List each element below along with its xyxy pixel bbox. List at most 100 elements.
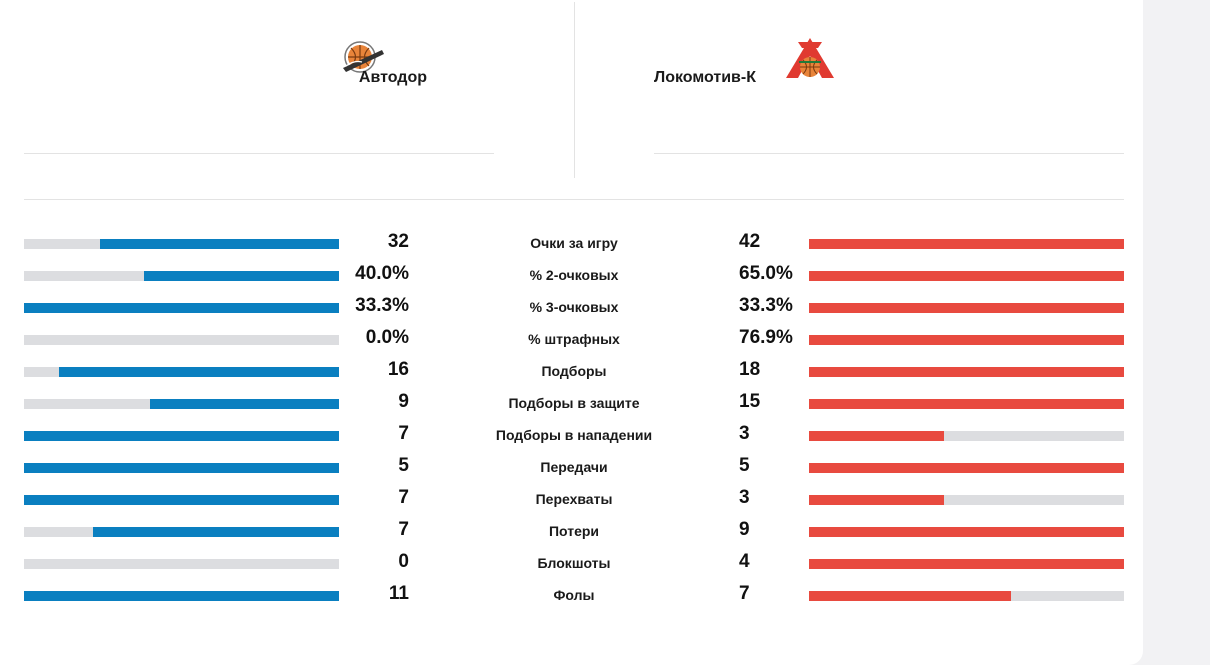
home-stat-bar-fill [24, 463, 339, 473]
away-stat-value: 65.0% [739, 263, 793, 284]
avtodor-logo-icon [340, 38, 386, 78]
stat-row: 7 Потери 9 [0, 518, 1143, 550]
stat-label: Потери [548, 523, 600, 539]
away-stat-bar-fill [809, 559, 1124, 569]
away-stat-bar [809, 591, 1124, 601]
home-stat-value: 7 [398, 423, 409, 444]
stats-divider [24, 199, 1124, 200]
stat-label: Перехваты [535, 491, 613, 507]
stat-label: % 2-очковых [529, 267, 619, 283]
away-stat-bar [809, 527, 1124, 537]
away-stat-bar [809, 463, 1124, 473]
stat-row: 40.0% % 2-очковых 65.0% [0, 262, 1143, 294]
home-stat-bar [24, 367, 339, 377]
home-stat-bar [24, 335, 339, 345]
stat-row: 9 Подборы в защите 15 [0, 390, 1143, 422]
away-stat-bar [809, 495, 1124, 505]
stat-row: 32 Очки за игру 42 [0, 230, 1143, 262]
home-stat-bar-fill [58, 367, 339, 377]
home-stat-value: 7 [398, 487, 409, 508]
stat-row: 5 Передачи 5 [0, 454, 1143, 486]
stat-label: Блокшоты [537, 555, 611, 571]
home-stat-value: 0 [398, 551, 409, 572]
stat-row: 33.3% % 3-очковых 33.3% [0, 294, 1143, 326]
home-stat-value: 40.0% [355, 263, 409, 284]
away-stat-bar [809, 399, 1124, 409]
away-stat-value: 5 [739, 455, 750, 476]
stat-label: Очки за игру [530, 235, 618, 251]
home-stat-value: 0.0% [365, 327, 409, 348]
home-stat-bar-fill [24, 431, 339, 441]
home-stat-bar [24, 239, 339, 249]
away-stat-bar-fill [809, 463, 1124, 473]
home-stat-bar [24, 527, 339, 537]
away-stat-bar-fill [809, 431, 945, 441]
home-stat-bar-fill [24, 495, 339, 505]
home-stat-bar [24, 271, 339, 281]
stat-label: Подборы в защите [508, 395, 640, 411]
home-stat-value: 33.3% [355, 295, 409, 316]
away-stat-value: 3 [739, 487, 750, 508]
stat-label: Фолы [553, 587, 595, 603]
away-stat-bar [809, 239, 1124, 249]
away-stat-value: 15 [739, 391, 761, 412]
home-stat-value: 7 [398, 519, 409, 540]
away-stat-bar-fill [809, 239, 1124, 249]
home-team-name: Автодор [358, 69, 427, 86]
stat-row: 7 Перехваты 3 [0, 486, 1143, 518]
away-team-name: Локомотив-К [654, 69, 756, 86]
stat-row: 16 Подборы 18 [0, 358, 1143, 390]
home-stat-bar [24, 495, 339, 505]
stat-row: 0.0% % штрафных 76.9% [0, 326, 1143, 358]
stat-label: Передачи [540, 459, 608, 475]
away-stat-bar [809, 559, 1124, 569]
away-stat-bar [809, 303, 1124, 313]
home-stat-bar [24, 559, 339, 569]
stat-row: 0 Блокшоты 4 [0, 550, 1143, 582]
home-stat-value: 5 [398, 455, 409, 476]
away-stat-bar [809, 367, 1124, 377]
stat-label: Подборы [541, 363, 607, 379]
home-stat-bar [24, 591, 339, 601]
away-stat-bar-fill [809, 399, 1124, 409]
team-comparison-card: Автодор Локомотив-К 32 Очки за игру 42 40.0… [0, 0, 1143, 665]
away-stat-bar-fill [809, 495, 945, 505]
away-stat-bar [809, 271, 1124, 281]
teams-divider [574, 2, 575, 178]
away-stat-value: 76.9% [739, 327, 793, 348]
away-stat-bar-fill [809, 335, 1124, 345]
away-stat-bar-fill [809, 591, 1011, 601]
home-stat-bar-fill [24, 303, 339, 313]
stat-label: Подборы в нападении [495, 427, 653, 443]
home-stat-bar [24, 431, 339, 441]
away-stat-bar-fill [809, 367, 1124, 377]
away-stat-value: 33.3% [739, 295, 793, 316]
stat-label: % штрафных [528, 331, 620, 347]
home-stat-bar [24, 399, 339, 409]
away-stat-value: 42 [739, 231, 761, 252]
home-stat-value: 9 [398, 391, 409, 412]
home-stat-bar [24, 463, 339, 473]
away-header-divider [654, 153, 1124, 154]
home-stat-value: 11 [388, 583, 409, 604]
stat-row: 7 Подборы в нападении 3 [0, 422, 1143, 454]
away-stat-value: 4 [739, 551, 750, 572]
away-stat-bar-fill [809, 303, 1124, 313]
home-stat-bar-fill [93, 527, 339, 537]
home-stat-bar-fill [150, 399, 339, 409]
home-header-divider [24, 153, 494, 154]
home-stat-bar-fill [99, 239, 339, 249]
lokomotiv-logo-icon [784, 36, 836, 80]
away-stat-bar-fill [809, 271, 1124, 281]
home-stat-bar-fill [24, 591, 339, 601]
away-stat-value: 9 [739, 519, 750, 540]
home-stat-bar-fill [143, 271, 339, 281]
away-stat-bar [809, 335, 1124, 345]
stat-row: 11 Фолы 7 [0, 582, 1143, 614]
home-stat-value: 16 [387, 359, 409, 380]
away-stat-value: 7 [739, 583, 750, 604]
away-stat-bar [809, 431, 1124, 441]
away-stat-bar-fill [809, 527, 1124, 537]
stat-label: % 3-очковых [529, 299, 619, 315]
home-stat-bar [24, 303, 339, 313]
